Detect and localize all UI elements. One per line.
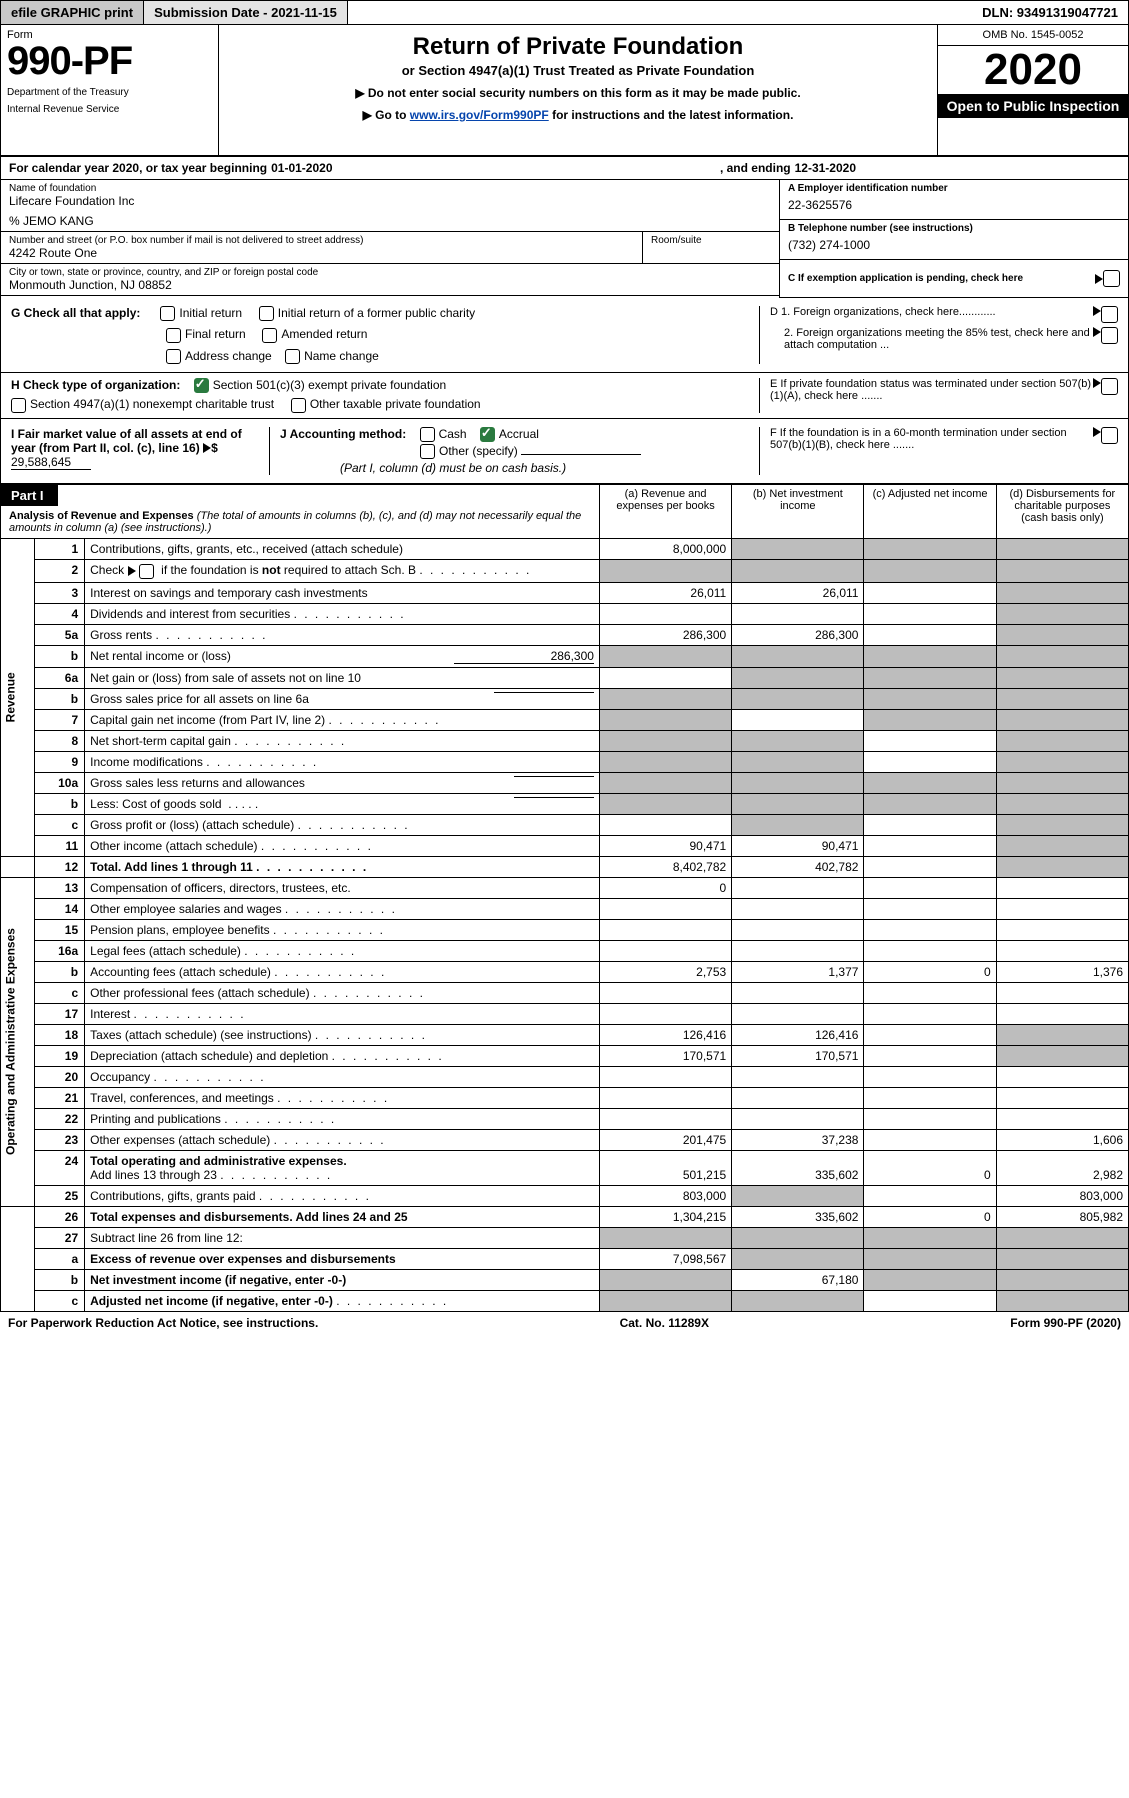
street-address: 4242 Route One [9,246,634,260]
initial-return-checkbox[interactable] [160,306,175,321]
col-d-header: (d) Disbursements for charitable purpose… [996,485,1128,539]
e-label: E If private foundation status was termi… [770,378,1093,402]
tax-year: 2020 [938,46,1128,92]
open-inspection: Open to Public Inspection [938,94,1128,118]
fmv-assets: 29,588,645 [11,455,91,470]
ein-label: A Employer identification number [788,183,1120,194]
form990pf-link[interactable]: www.irs.gov/Form990PF [410,108,549,122]
f-label: F If the foundation is in a 60-month ter… [770,427,1093,451]
expenses-section-label: Operating and Administrative Expenses [1,877,35,1206]
form-title: Return of Private Foundation [227,33,929,61]
irs: Internal Revenue Service [7,104,212,115]
dept-treasury: Department of the Treasury [7,87,212,98]
exemption-pending-checkbox[interactable] [1103,270,1120,287]
final-return-checkbox[interactable] [166,328,181,343]
paperwork-notice: For Paperwork Reduction Act Notice, see … [8,1316,318,1330]
g-d-block: G Check all that apply: Initial return I… [0,298,1129,372]
part1-title: Analysis of Revenue and Expenses [9,510,194,522]
cash-basis-note: (Part I, column (d) must be on cash basi… [280,461,759,475]
g-label: G Check all that apply: [11,306,140,320]
cash-checkbox[interactable] [420,427,435,442]
arrow-icon [1095,274,1103,284]
identity-block: Name of foundation Lifecare Foundation I… [0,180,1129,298]
note-ssn: ▶ Do not enter social security numbers o… [227,86,929,100]
year-begin: 01-01-2020 [271,161,332,175]
foreign-org-checkbox[interactable] [1101,306,1118,323]
foundation-name: Lifecare Foundation Inc [9,194,771,208]
room-label: Room/suite [651,235,771,246]
foreign-85-checkbox[interactable] [1101,327,1118,344]
accrual-checkbox[interactable] [480,427,495,442]
address-label: Number and street (or P.O. box number if… [9,235,634,246]
j-label: J Accounting method: [280,427,406,441]
top-bar: efile GRAPHIC print Submission Date - 20… [0,0,1129,25]
form-name: 990-PF [7,41,212,81]
501c3-checkbox[interactable] [194,378,209,393]
part1-table: Part I Analysis of Revenue and Expenses … [0,484,1129,1311]
initial-former-checkbox[interactable] [259,306,274,321]
form-header: Form 990-PF Department of the Treasury I… [0,25,1129,157]
col-c-header: (c) Adjusted net income [864,485,996,539]
part1-label: Part I [1,485,58,506]
care-of: % JEMO KANG [9,214,771,228]
exemption-pending-label: C If exemption application is pending, c… [788,273,1095,284]
i-j-f-block: I Fair market value of all assets at end… [0,418,1129,485]
4947-checkbox[interactable] [11,398,26,413]
year-end: 12-31-2020 [795,161,856,175]
amended-return-checkbox[interactable] [262,328,277,343]
calendar-year-row: For calendar year 2020, or tax year begi… [0,157,1129,180]
ein: 22-3625576 [788,194,1120,216]
phone-label: B Telephone number (see instructions) [788,223,1120,234]
col-a-header: (a) Revenue and expenses per books [599,485,731,539]
phone: (732) 274-1000 [788,234,1120,256]
d2-label: 2. Foreign organizations meeting the 85%… [784,327,1093,351]
dln: DLN: 93491319047721 [972,1,1128,24]
arrow-icon [203,443,211,453]
revenue-section-label: Revenue [1,539,35,856]
arrow-icon [1093,327,1101,337]
other-method-checkbox[interactable] [420,444,435,459]
arrow-icon [1093,427,1101,437]
arrow-icon [1093,378,1101,388]
other-taxable-checkbox[interactable] [291,398,306,413]
name-label: Name of foundation [9,183,771,194]
60-month-checkbox[interactable] [1101,427,1118,444]
omb-number: OMB No. 1545-0052 [938,25,1128,46]
name-change-checkbox[interactable] [285,349,300,364]
status-terminated-checkbox[interactable] [1101,378,1118,395]
page-footer: For Paperwork Reduction Act Notice, see … [0,1312,1129,1334]
form-ref: Form 990-PF (2020) [1010,1316,1121,1330]
efile-print[interactable]: efile GRAPHIC print [1,1,144,24]
note-goto: ▶ Go to www.irs.gov/Form990PF for instru… [227,108,929,122]
col-b-header: (b) Net investment income [732,485,864,539]
city-label: City or town, state or province, country… [9,267,771,278]
d1-label: D 1. Foreign organizations, check here..… [770,306,1093,318]
address-change-checkbox[interactable] [166,349,181,364]
city-state-zip: Monmouth Junction, NJ 08852 [9,278,771,292]
h-label: H Check type of organization: [11,378,180,392]
submission-date: Submission Date - 2021-11-15 [144,1,348,24]
cat-no: Cat. No. 11289X [620,1316,709,1330]
h-e-block: H Check type of organization: Section 50… [0,372,1129,418]
arrow-icon [1093,306,1101,316]
form-subtitle: or Section 4947(a)(1) Trust Treated as P… [227,63,929,78]
